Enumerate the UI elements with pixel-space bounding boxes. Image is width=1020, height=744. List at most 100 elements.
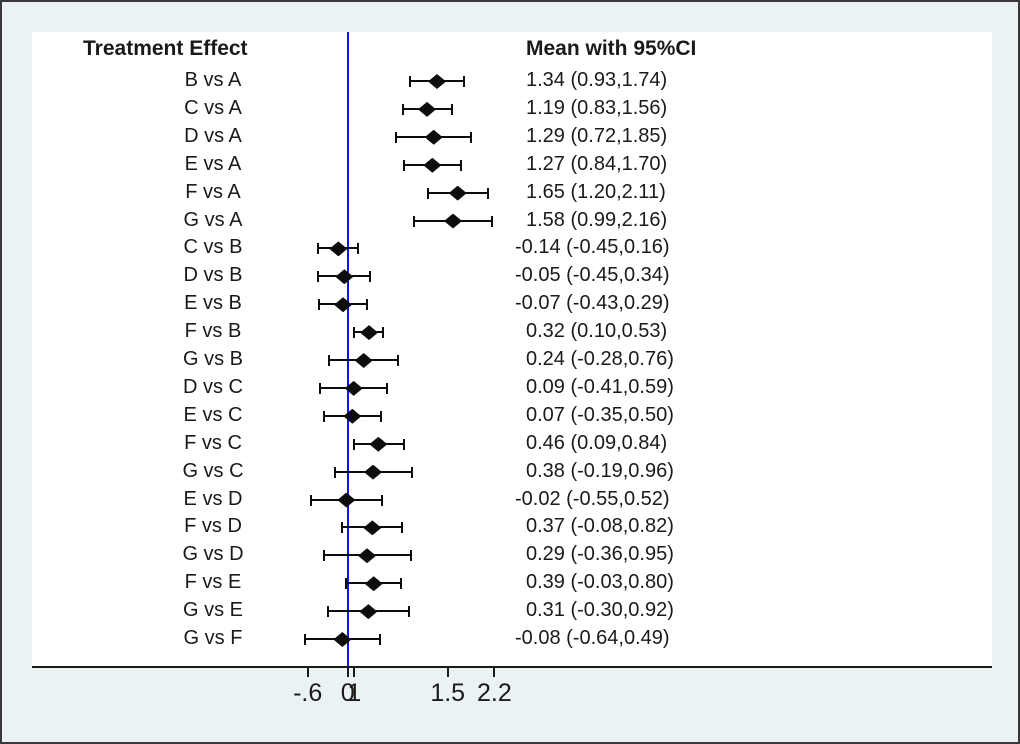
row-value: 1.58 (0.99,2.16) [526, 208, 668, 231]
mean-diamond-marker [344, 380, 363, 396]
mean-diamond-marker [354, 353, 373, 368]
mean-diamond-marker [337, 492, 356, 508]
ci-cap-left [408, 76, 411, 87]
row-label: C vs B [183, 236, 243, 259]
ci-cap-right [408, 606, 411, 618]
row-value: -0.05 (-0.45,0.34) [515, 264, 670, 287]
ci-cap-right [382, 327, 385, 339]
ci-cap-right [470, 131, 473, 143]
mean-diamond-marker [359, 604, 378, 620]
mean-diamond-marker [333, 632, 352, 647]
ci-cap-left [323, 410, 326, 422]
mean-diamond-marker [444, 213, 463, 229]
column-header-treatment-effect: Treatment Effect [83, 37, 248, 60]
ci-cap-left [394, 131, 397, 143]
row-value: 0.24 (-0.28,0.76) [526, 348, 674, 370]
row-label: F vs B [184, 320, 242, 343]
row-value: -0.07 (-0.43,0.29) [515, 292, 670, 315]
ci-cap-left [352, 438, 355, 450]
mean-diamond-marker [428, 74, 447, 89]
ci-cap-right [380, 410, 383, 422]
row-value: -0.14 (-0.45,0.16) [515, 236, 670, 259]
mean-diamond-marker [364, 576, 383, 592]
x-axis-tick-label: 2.2 [476, 679, 512, 707]
row-label: G vs D [182, 543, 244, 566]
ci-cap-right [397, 355, 400, 366]
ci-cap-right [410, 466, 413, 478]
ci-cap-right [401, 522, 404, 534]
x-axis-tick [306, 668, 309, 677]
ci-cap-left [322, 550, 325, 562]
mean-diamond-marker [363, 520, 382, 536]
ci-cap-right [462, 76, 465, 87]
x-axis-tick-label: 1 [347, 679, 362, 707]
ci-cap-right [410, 550, 413, 562]
row-label: D vs A [184, 124, 242, 147]
row-value: -0.02 (-0.55,0.52) [515, 487, 670, 510]
row-label: B vs A [184, 69, 242, 91]
row-label: E vs C [183, 403, 243, 426]
mean-diamond-marker [358, 548, 377, 564]
ci-cap-right [379, 634, 382, 645]
ci-cap-right [366, 299, 369, 311]
mean-diamond-marker [335, 269, 354, 285]
row-label: F vs D [184, 515, 242, 538]
ci-cap-left [316, 243, 319, 255]
ci-cap-right [381, 494, 384, 506]
row-label: G vs B [182, 348, 243, 370]
row-value: 1.19 (0.83,1.56) [526, 96, 668, 119]
row-value: 0.37 (-0.08,0.82) [526, 515, 674, 538]
row-label: C vs A [184, 96, 242, 119]
ci-cap-left [328, 355, 331, 366]
ci-cap-left [426, 187, 429, 199]
row-label: G vs C [182, 459, 244, 482]
mean-diamond-marker [418, 101, 437, 117]
ci-cap-left [344, 578, 347, 590]
mean-diamond-marker [364, 464, 383, 480]
ci-cap-left [402, 159, 405, 171]
row-label: D vs B [183, 264, 243, 287]
ci-cap-left [319, 382, 322, 394]
ci-cap-left [304, 634, 307, 645]
row-value: 0.32 (0.10,0.53) [526, 320, 668, 343]
row-value: 0.46 (0.09,0.84) [526, 431, 668, 454]
row-label: D vs C [183, 375, 243, 398]
ci-cap-left [353, 327, 356, 339]
ci-cap-right [357, 243, 360, 255]
ci-cap-left [310, 494, 313, 506]
row-label: G vs E [182, 599, 243, 622]
row-label: G vs F [183, 627, 243, 649]
mean-diamond-marker [334, 297, 353, 313]
x-axis-tick [446, 668, 449, 677]
row-value: 0.31 (-0.30,0.92) [526, 599, 674, 622]
zero-reference-line [346, 32, 349, 666]
ci-cap-right [490, 215, 493, 227]
row-value: 1.27 (0.84,1.70) [526, 152, 668, 175]
ci-cap-left [341, 522, 344, 534]
row-value: 1.29 (0.72,1.85) [526, 124, 668, 147]
row-value: 0.07 (-0.35,0.50) [526, 403, 674, 426]
mean-diamond-marker [423, 157, 442, 173]
row-label: G vs A [183, 208, 243, 231]
x-axis-tick [346, 668, 349, 677]
row-value: 1.65 (1.20,2.11) [526, 180, 666, 203]
mean-diamond-marker [360, 325, 379, 341]
ci-cap-right [402, 438, 405, 450]
x-axis-tick-label: -.6 [293, 679, 323, 707]
row-label: F vs A [185, 180, 241, 203]
mean-diamond-marker [448, 185, 467, 201]
mean-diamond-marker [343, 408, 362, 424]
ci-cap-right [487, 187, 490, 199]
row-label: E vs B [184, 292, 242, 315]
ci-cap-right [460, 159, 463, 171]
column-header-mean-ci: Mean with 95%CI [526, 37, 697, 60]
row-value: 1.34 (0.93,1.74) [526, 69, 668, 91]
row-value: 0.38 (-0.19,0.96) [526, 459, 674, 482]
ci-cap-right [400, 578, 403, 590]
x-axis-tick-label: 1.5 [430, 679, 466, 707]
row-value: -0.08 (-0.64,0.49) [515, 627, 670, 649]
ci-cap-left [316, 271, 319, 283]
plot-area [32, 32, 992, 668]
ci-cap-left [334, 466, 337, 478]
